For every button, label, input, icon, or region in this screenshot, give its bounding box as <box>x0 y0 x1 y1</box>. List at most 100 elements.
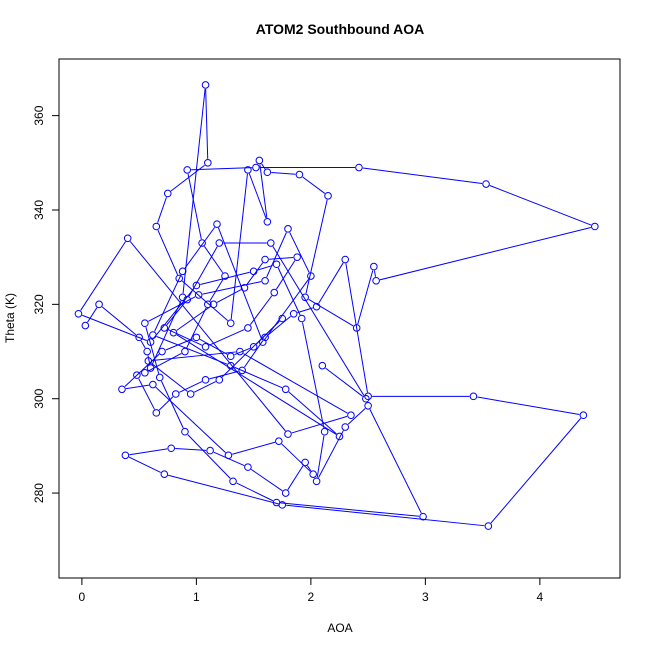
data-point <box>224 451 233 460</box>
series-segment <box>271 172 296 175</box>
data-point <box>123 234 132 243</box>
data-point <box>482 180 490 188</box>
data-point <box>484 522 493 530</box>
data-point <box>183 295 192 304</box>
data-point <box>364 401 372 410</box>
data-point <box>261 255 269 264</box>
data-point <box>181 427 189 436</box>
series-segment <box>168 474 279 505</box>
series-segment <box>138 378 155 410</box>
series-segment <box>281 443 311 472</box>
data-point <box>141 368 149 377</box>
data-point <box>341 255 350 264</box>
data-point <box>301 293 309 302</box>
data-point <box>244 463 252 471</box>
series-segment <box>145 326 160 374</box>
series-segment <box>87 307 98 323</box>
series-segment <box>357 270 374 325</box>
x-tick-label: 0 <box>79 590 86 604</box>
series-segment <box>157 197 167 223</box>
data-point <box>201 81 210 89</box>
data-point <box>355 163 363 172</box>
data-point <box>201 376 210 384</box>
data-point <box>144 357 153 365</box>
series-segment <box>176 334 337 435</box>
series-segment <box>152 288 195 340</box>
data-point <box>183 166 192 174</box>
series-segment <box>234 366 283 389</box>
data-point <box>121 451 130 460</box>
data-point <box>281 385 290 394</box>
series-segment <box>194 381 216 393</box>
series-segment <box>489 185 592 226</box>
data-point <box>163 189 172 198</box>
data-point <box>238 366 246 375</box>
series-segment <box>175 447 207 451</box>
series-segment <box>318 262 344 304</box>
x-tick-label: 4 <box>537 590 544 604</box>
series-segment <box>305 199 328 294</box>
series-segment <box>345 263 368 393</box>
series-segment <box>266 232 287 278</box>
series-segment <box>490 417 582 524</box>
data-point <box>372 276 380 285</box>
series-segment <box>186 307 207 349</box>
x-axis-label: AOA <box>327 621 352 635</box>
series-segment <box>101 306 137 336</box>
series-segment <box>287 465 304 490</box>
data-point <box>341 423 350 431</box>
data-point <box>149 331 157 339</box>
data-point <box>258 338 267 346</box>
data-point <box>347 411 355 420</box>
data-point <box>324 192 332 200</box>
data-point <box>335 432 344 441</box>
series-segment <box>80 241 126 311</box>
data-point <box>152 222 161 231</box>
series-segment <box>325 367 363 397</box>
data-point <box>320 427 329 436</box>
series-segment <box>216 289 242 303</box>
data-point <box>194 291 203 299</box>
data-point <box>267 239 275 247</box>
series-segment <box>277 267 301 316</box>
data-point <box>175 274 184 283</box>
series-segment <box>205 88 209 159</box>
series-segment <box>129 448 168 456</box>
series-segment <box>182 88 206 294</box>
series-segment <box>291 415 348 434</box>
series-segment <box>157 229 179 275</box>
series-segment <box>236 482 274 502</box>
series-segment <box>269 256 294 260</box>
series-segment <box>289 232 310 273</box>
y-tick-label: 300 <box>32 388 46 408</box>
x-tick-label: 1 <box>193 590 200 604</box>
series-segment <box>187 173 202 240</box>
data-point <box>133 371 141 379</box>
series-segment <box>318 430 344 478</box>
data-point <box>146 338 155 346</box>
y-tick-label: 360 <box>32 105 46 125</box>
data-point <box>255 156 264 165</box>
series-segment <box>187 434 231 479</box>
series-segment <box>202 281 262 295</box>
data-point <box>226 319 235 328</box>
series-segment <box>191 167 252 171</box>
data-point <box>146 364 155 372</box>
series-segment <box>297 307 313 314</box>
data-point <box>284 225 292 233</box>
data-point <box>192 333 201 342</box>
data-point <box>309 470 317 479</box>
series-segment <box>257 264 273 271</box>
series-segment <box>373 270 376 277</box>
data-point <box>226 361 235 370</box>
series-segment <box>160 380 184 429</box>
x-tick-label: 2 <box>308 590 315 604</box>
data-point <box>229 477 237 486</box>
series-segment <box>477 396 580 416</box>
series-segment <box>140 340 146 349</box>
y-tick-label: 320 <box>32 294 46 314</box>
series-segment <box>151 300 182 365</box>
data-point <box>167 444 175 453</box>
chart-title: ATOM2 Southbound AOA <box>256 21 425 37</box>
